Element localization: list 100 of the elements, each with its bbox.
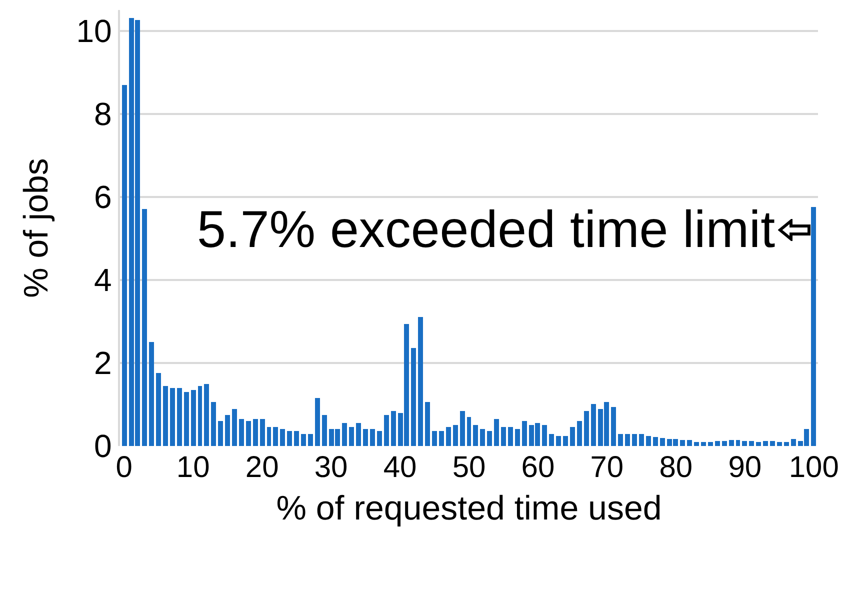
bar	[356, 423, 361, 446]
bar	[694, 442, 699, 446]
bar	[653, 437, 658, 446]
bar	[473, 425, 478, 446]
bar	[542, 425, 547, 446]
bar	[460, 411, 465, 446]
x-tick-label: 40	[383, 451, 417, 484]
bar	[549, 434, 554, 446]
bar	[315, 398, 320, 446]
bar	[432, 431, 437, 446]
bar	[149, 342, 154, 446]
x-axis-title: % of requested time used	[276, 489, 662, 528]
bar	[770, 441, 775, 446]
x-tick-label: 30	[314, 451, 348, 484]
bar	[494, 419, 499, 446]
x-tick-label: 50	[452, 451, 486, 484]
bar	[660, 438, 665, 446]
bar	[487, 431, 492, 446]
bar	[177, 388, 182, 446]
bar	[763, 441, 768, 446]
bar	[411, 348, 416, 446]
bar	[625, 434, 630, 446]
bar	[729, 440, 734, 446]
bar	[246, 421, 251, 446]
bar	[722, 441, 727, 446]
bar	[198, 386, 202, 446]
bar	[184, 392, 189, 446]
bar	[784, 442, 789, 446]
bar	[646, 436, 651, 446]
bar	[632, 434, 637, 446]
bar	[377, 431, 382, 446]
bar	[170, 388, 175, 446]
bar	[294, 431, 299, 446]
bar	[260, 419, 265, 446]
bar	[191, 390, 196, 446]
bar	[522, 421, 527, 446]
bar	[467, 417, 471, 446]
bar	[708, 442, 713, 446]
x-tick-label: 90	[728, 451, 762, 484]
bar	[418, 317, 423, 446]
bar	[267, 427, 271, 446]
bar	[211, 402, 216, 446]
bar	[736, 440, 740, 446]
bar	[363, 429, 368, 446]
bar	[563, 436, 568, 446]
bar	[508, 427, 513, 446]
bar	[122, 85, 127, 446]
bar	[322, 415, 327, 446]
bar	[515, 429, 520, 446]
bar	[715, 441, 720, 446]
y-tick-label: 10	[76, 12, 112, 49]
x-tick-label: 60	[521, 451, 555, 484]
bar	[301, 434, 306, 446]
bar	[163, 386, 168, 446]
bar	[204, 384, 209, 446]
x-tick-label: 10	[176, 451, 210, 484]
bar	[391, 411, 396, 446]
bar	[253, 419, 258, 446]
bar	[480, 429, 485, 446]
bar	[570, 427, 575, 446]
bar	[556, 436, 561, 446]
bar	[577, 421, 582, 446]
bar	[591, 404, 596, 446]
bar	[142, 209, 147, 446]
bar	[791, 439, 796, 446]
bar	[280, 429, 285, 446]
annotation: 5.7% exceeded time limit	[197, 201, 776, 259]
bar	[618, 434, 623, 446]
bar	[501, 427, 506, 446]
bar	[680, 440, 685, 446]
bar	[639, 434, 644, 446]
bar	[439, 431, 444, 446]
bar	[611, 407, 616, 446]
bar	[749, 441, 754, 446]
bar	[584, 411, 589, 446]
x-tick-label: 20	[245, 451, 279, 484]
bar	[370, 429, 375, 446]
bar	[232, 409, 237, 446]
bar	[742, 441, 747, 446]
bar	[239, 419, 244, 446]
bar	[342, 423, 347, 446]
bar	[701, 442, 706, 446]
y-tick-label: 4	[94, 262, 112, 298]
bar	[225, 415, 230, 446]
bar	[273, 427, 278, 446]
bar	[446, 427, 451, 446]
bar	[384, 415, 389, 446]
x-tick-label: 100	[788, 451, 839, 484]
y-tick-label: 6	[94, 179, 112, 216]
bar	[218, 421, 223, 446]
bar	[453, 425, 458, 446]
bar	[308, 434, 313, 446]
bar	[777, 442, 782, 446]
x-tick-label: 70	[590, 451, 624, 484]
y-axis-title: % of jobs	[17, 158, 56, 298]
bar	[687, 440, 692, 446]
bar	[425, 402, 430, 446]
x-tick-label: 0	[116, 451, 132, 484]
y-tick-label: 2	[94, 345, 112, 382]
bar	[287, 431, 292, 446]
